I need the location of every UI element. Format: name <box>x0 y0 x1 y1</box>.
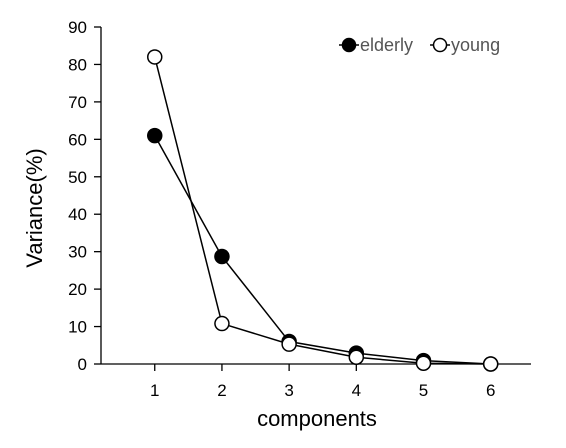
data-point-elderly <box>147 127 163 144</box>
data-point-young <box>482 356 499 372</box>
legend-marker-elderly <box>341 37 357 53</box>
y-tick-label: 40 <box>68 205 87 224</box>
y-tick-label: 80 <box>68 55 87 74</box>
series-line-young <box>154 56 491 365</box>
data-point-young <box>147 49 163 65</box>
y-tick-label: 30 <box>68 243 87 262</box>
data-point-young <box>348 349 365 366</box>
x-tick-label: 5 <box>419 381 428 400</box>
y-tick-label: 90 <box>68 18 87 37</box>
y-axis-title: Variance(%) <box>22 148 47 267</box>
y-tick-label: 20 <box>68 280 87 299</box>
axes: 0 10 20 30 40 50 60 70 80 90 1 2 3 4 5 6 <box>68 18 531 400</box>
x-tick-label: 2 <box>217 381 226 400</box>
x-tick-label: 4 <box>352 381 361 400</box>
legend-marker-young <box>432 37 448 53</box>
y-tick-label: 70 <box>68 93 87 112</box>
y-tick-label: 60 <box>68 130 87 149</box>
data-point-young <box>415 355 432 372</box>
data-point-elderly <box>214 248 230 265</box>
y-tick-label: 50 <box>68 168 87 187</box>
series-young <box>147 49 499 372</box>
data-point-young <box>281 336 297 352</box>
data-point-young <box>214 315 230 332</box>
y-tick-label: 10 <box>68 318 87 337</box>
x-tick-label: 6 <box>486 381 495 400</box>
legend: elderly young <box>339 35 500 55</box>
series-layer <box>147 49 499 372</box>
x-tick-label: 1 <box>150 381 159 400</box>
y-tick-label: 0 <box>78 355 87 374</box>
legend-label-young: young <box>451 35 500 55</box>
x-tick-label: 3 <box>284 381 293 400</box>
legend-label-elderly: elderly <box>360 35 413 55</box>
series-line-elderly <box>154 135 491 365</box>
series-elderly <box>147 127 499 372</box>
x-axis-title: components <box>257 406 377 431</box>
